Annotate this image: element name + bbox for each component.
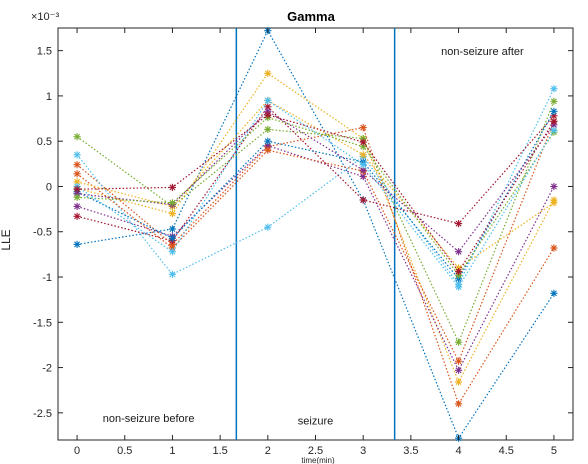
data-point xyxy=(550,97,558,105)
x-axis-label: time(min) xyxy=(301,456,335,464)
y-tick-label: 1.5 xyxy=(37,46,52,58)
x-tick-label: 3 xyxy=(360,445,366,457)
annotations: non-seizure before seizure non-seizure aft… xyxy=(103,46,524,427)
x-tick-label: 1.5 xyxy=(212,445,227,457)
data-point xyxy=(264,137,272,145)
data-point xyxy=(168,234,176,242)
series-line xyxy=(76,99,555,289)
y-tick-label: 1 xyxy=(46,91,52,103)
data-point xyxy=(168,199,176,207)
data-point xyxy=(455,400,463,408)
series-line xyxy=(76,88,555,286)
data-point xyxy=(73,202,81,210)
series-line xyxy=(76,72,555,384)
data-point xyxy=(455,366,463,374)
data-point xyxy=(168,225,176,233)
annotation-label: seizure xyxy=(298,416,333,428)
x-tick-label: 5 xyxy=(551,445,557,457)
x-tick-label: 0 xyxy=(74,445,80,457)
y-tick-label: -2 xyxy=(42,363,52,375)
data-point xyxy=(264,69,272,77)
data-point xyxy=(550,199,558,207)
y-tick-label: -1.5 xyxy=(33,317,52,329)
data-point xyxy=(455,283,463,291)
series-4 xyxy=(73,97,558,346)
data-point xyxy=(359,151,367,159)
series-line xyxy=(77,116,555,277)
x-tick-label: 4.5 xyxy=(499,445,514,457)
data-point xyxy=(455,357,463,365)
phase-dividers xyxy=(235,28,396,440)
series-3 xyxy=(73,142,558,374)
series-line xyxy=(76,105,555,242)
data-point xyxy=(550,107,558,115)
series-line xyxy=(76,126,555,406)
series-13 xyxy=(73,111,558,276)
data-point xyxy=(264,223,272,231)
y-tick-label: -1 xyxy=(42,272,52,284)
data-point xyxy=(550,117,558,125)
data-point xyxy=(73,170,81,178)
data-point xyxy=(550,85,558,93)
annotation-label: non-seizure after xyxy=(441,46,524,58)
data-point xyxy=(264,111,272,119)
series-line xyxy=(77,29,555,440)
data-point xyxy=(168,270,176,278)
data-point xyxy=(455,220,463,228)
data-point xyxy=(264,125,272,133)
y-axis-exponent: ×10⁻³ xyxy=(31,11,59,23)
x-tick-label: 4 xyxy=(455,445,461,457)
data-point xyxy=(73,161,81,169)
x-tick-label: 2.5 xyxy=(308,445,323,457)
y-tick-label: 0.5 xyxy=(37,136,52,148)
series-line xyxy=(76,101,555,344)
y-tick-label: -2.5 xyxy=(33,408,52,420)
data-point xyxy=(264,96,272,105)
data-point xyxy=(73,193,81,201)
data-point xyxy=(359,161,367,169)
data-point xyxy=(168,183,176,191)
x-tick-label: 1 xyxy=(169,445,175,457)
x-tick-label: 0.5 xyxy=(117,445,132,457)
x-tick-label: 2 xyxy=(265,445,271,457)
series-line xyxy=(76,145,555,372)
data-point xyxy=(455,378,463,386)
annotation-label: non-seizure before xyxy=(103,413,195,425)
data-point xyxy=(359,138,367,146)
data-point xyxy=(359,196,367,204)
axes-frame xyxy=(57,27,574,441)
series-line xyxy=(77,114,555,273)
data-point xyxy=(168,210,176,218)
data-point xyxy=(550,126,558,134)
plot-area xyxy=(57,27,574,441)
data-point xyxy=(168,248,176,256)
data-point xyxy=(455,248,463,256)
y-axis-label: LLE xyxy=(0,229,13,250)
y-tick-label: -0.5 xyxy=(33,227,52,239)
series-group xyxy=(73,27,558,442)
data-point xyxy=(73,151,81,159)
ticks: 0 0.5 1 1.5 2 2.5 3 3.5 4 4.5 5 -2.5 -2 -1.5 -1 -0.5 0 0.… xyxy=(33,28,573,457)
data-point xyxy=(359,123,367,132)
data-point xyxy=(73,240,81,248)
data-point xyxy=(550,182,558,191)
data-point xyxy=(455,268,463,276)
data-point xyxy=(455,338,463,346)
chart-title: Gamma xyxy=(287,9,335,24)
series-line xyxy=(76,99,555,269)
data-point xyxy=(550,289,558,297)
data-point xyxy=(550,244,558,252)
data-point xyxy=(73,212,81,220)
x-tick-label: 3.5 xyxy=(403,445,418,457)
y-tick-label: 0 xyxy=(46,181,52,193)
data-point xyxy=(264,146,272,154)
data-point xyxy=(73,133,81,141)
data-point xyxy=(73,185,81,193)
